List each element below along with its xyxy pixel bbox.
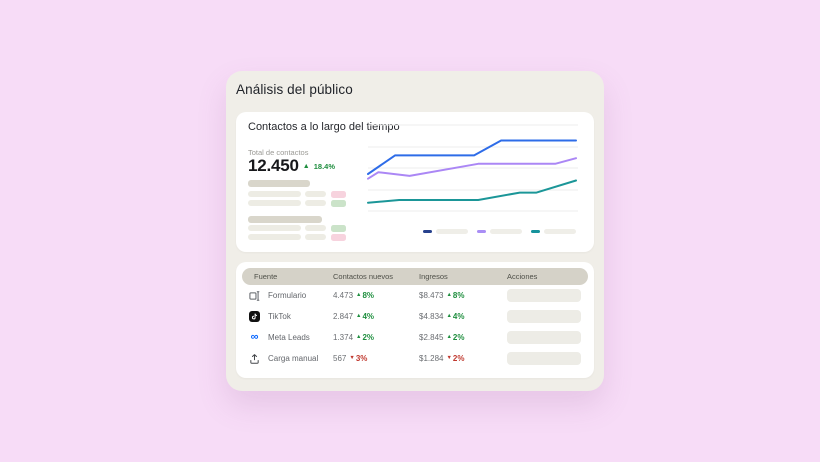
skeleton-legend-label: [436, 229, 468, 234]
total-contacts-metric: 12.450 ▲ 18.4%: [248, 156, 335, 176]
metric-delta: 18.4%: [313, 161, 336, 171]
income-cell: $8.473 ▲ 8%: [419, 291, 465, 300]
trend-icon: ▲: [356, 312, 362, 319]
contacts-delta: ▲ 8%: [356, 291, 375, 300]
form-icon: [249, 290, 260, 301]
skeleton-bar: [248, 191, 301, 197]
source-label: TikTok: [268, 312, 291, 321]
source-label: Formulario: [268, 291, 307, 300]
action-button-placeholder[interactable]: [507, 352, 581, 365]
action-button-placeholder[interactable]: [507, 289, 581, 302]
page-title: Análisis del público: [236, 82, 353, 97]
skeleton-bar: [248, 200, 301, 206]
actions-cell: [507, 352, 594, 365]
contacts-delta: ▲ 4%: [356, 312, 375, 321]
action-button-placeholder[interactable]: [507, 331, 581, 344]
legend-item: [423, 229, 468, 234]
skeleton-bar: [305, 225, 326, 231]
legend-item: [477, 229, 522, 234]
trend-icon: ▲: [356, 333, 362, 340]
skeleton-bar: [305, 200, 326, 206]
legend-swatch-blue: [423, 229, 432, 234]
table-row: TikTok 2.847 ▲ 4% $4.834 ▲ 4%: [236, 306, 594, 327]
income-delta: ▲ 2%: [446, 333, 465, 342]
skeleton-heading: [248, 216, 322, 223]
trend-icon: ▲: [356, 291, 362, 298]
skeleton-bar: [248, 234, 301, 240]
income-delta: ▼ 2%: [446, 354, 465, 363]
metric-label: Total de contactos: [248, 148, 309, 157]
skeleton-badge-negative: [331, 190, 346, 198]
skeleton-heading: [248, 180, 310, 187]
contacts-line-chart: [367, 124, 578, 212]
col-header-acciones: Acciones: [507, 272, 538, 281]
skeleton-badge-positive: [331, 199, 346, 207]
col-header-contactos-nuevos: Contactos nuevos: [333, 272, 394, 281]
income-delta: ▲ 4%: [446, 312, 465, 321]
skeleton-legend-label: [490, 229, 522, 234]
source-label: Carga manual: [268, 354, 319, 363]
actions-cell: [507, 331, 594, 344]
trend-icon: ▲: [446, 291, 452, 298]
chart-legend: [423, 229, 576, 234]
actions-cell: [507, 289, 594, 302]
contacts-new-cell: 1.374 ▲ 2%: [333, 333, 375, 342]
skeleton-bar: [248, 225, 301, 231]
tiktok-icon: [249, 311, 260, 322]
contacts-over-time-card: Contactos a lo largo del tiempo Total de…: [236, 112, 594, 252]
source-cell: Carga manual: [249, 353, 333, 364]
legend-item: [531, 229, 576, 234]
skeleton-bar: [305, 191, 326, 197]
source-label: Meta Leads: [268, 333, 310, 342]
sources-table-card: Fuente Contactos nuevos Ingresos Accione…: [236, 262, 594, 378]
trend-icon: ▲: [446, 312, 452, 319]
audience-analysis-panel: Análisis del público Contactos a lo larg…: [226, 71, 604, 391]
action-button-placeholder[interactable]: [507, 310, 581, 323]
trend-icon: ▼: [349, 354, 355, 361]
contacts-delta: ▼ 3%: [349, 354, 368, 363]
trend-icon: ▼: [446, 354, 452, 361]
source-cell: ∞ Meta Leads: [249, 332, 333, 343]
col-header-ingresos: Ingresos: [419, 272, 448, 281]
skeleton-badge-negative: [331, 233, 346, 241]
metric-value: 12.450: [248, 156, 299, 175]
source-cell: TikTok: [249, 311, 333, 322]
skeleton-badge-positive: [331, 224, 346, 232]
table-body: Formulario 4.473 ▲ 8% $8.473 ▲ 8%: [236, 285, 594, 369]
contacts-delta: ▲ 2%: [356, 333, 375, 342]
upload-icon: [249, 353, 260, 364]
table-header: Fuente Contactos nuevos Ingresos Accione…: [242, 268, 588, 285]
table-row: Formulario 4.473 ▲ 8% $8.473 ▲ 8%: [236, 285, 594, 306]
income-cell: $1.284 ▼ 2%: [419, 354, 465, 363]
meta-icon: ∞: [250, 331, 259, 343]
income-cell: $4.834 ▲ 4%: [419, 312, 465, 321]
table-row: Carga manual 567 ▼ 3% $1.284 ▼ 2%: [236, 348, 594, 369]
legend-swatch-purple: [477, 229, 486, 234]
trend-up-icon: ▲: [302, 162, 310, 170]
skeleton-legend-label: [544, 229, 576, 234]
card-title: Contactos a lo largo del tiempo: [248, 121, 400, 133]
contacts-new-cell: 4.473 ▲ 8%: [333, 291, 375, 300]
trend-icon: ▲: [446, 333, 452, 340]
legend-swatch-teal: [531, 229, 540, 234]
income-cell: $2.845 ▲ 2%: [419, 333, 465, 342]
skeleton-bar: [305, 234, 326, 240]
contacts-new-cell: 567 ▼ 3%: [333, 354, 368, 363]
income-delta: ▲ 8%: [446, 291, 465, 300]
contacts-new-cell: 2.847 ▲ 4%: [333, 312, 375, 321]
source-cell: Formulario: [249, 290, 333, 301]
col-header-fuente: Fuente: [254, 272, 278, 281]
actions-cell: [507, 310, 594, 323]
table-row: ∞ Meta Leads 1.374 ▲ 2% $2.845: [236, 327, 594, 348]
